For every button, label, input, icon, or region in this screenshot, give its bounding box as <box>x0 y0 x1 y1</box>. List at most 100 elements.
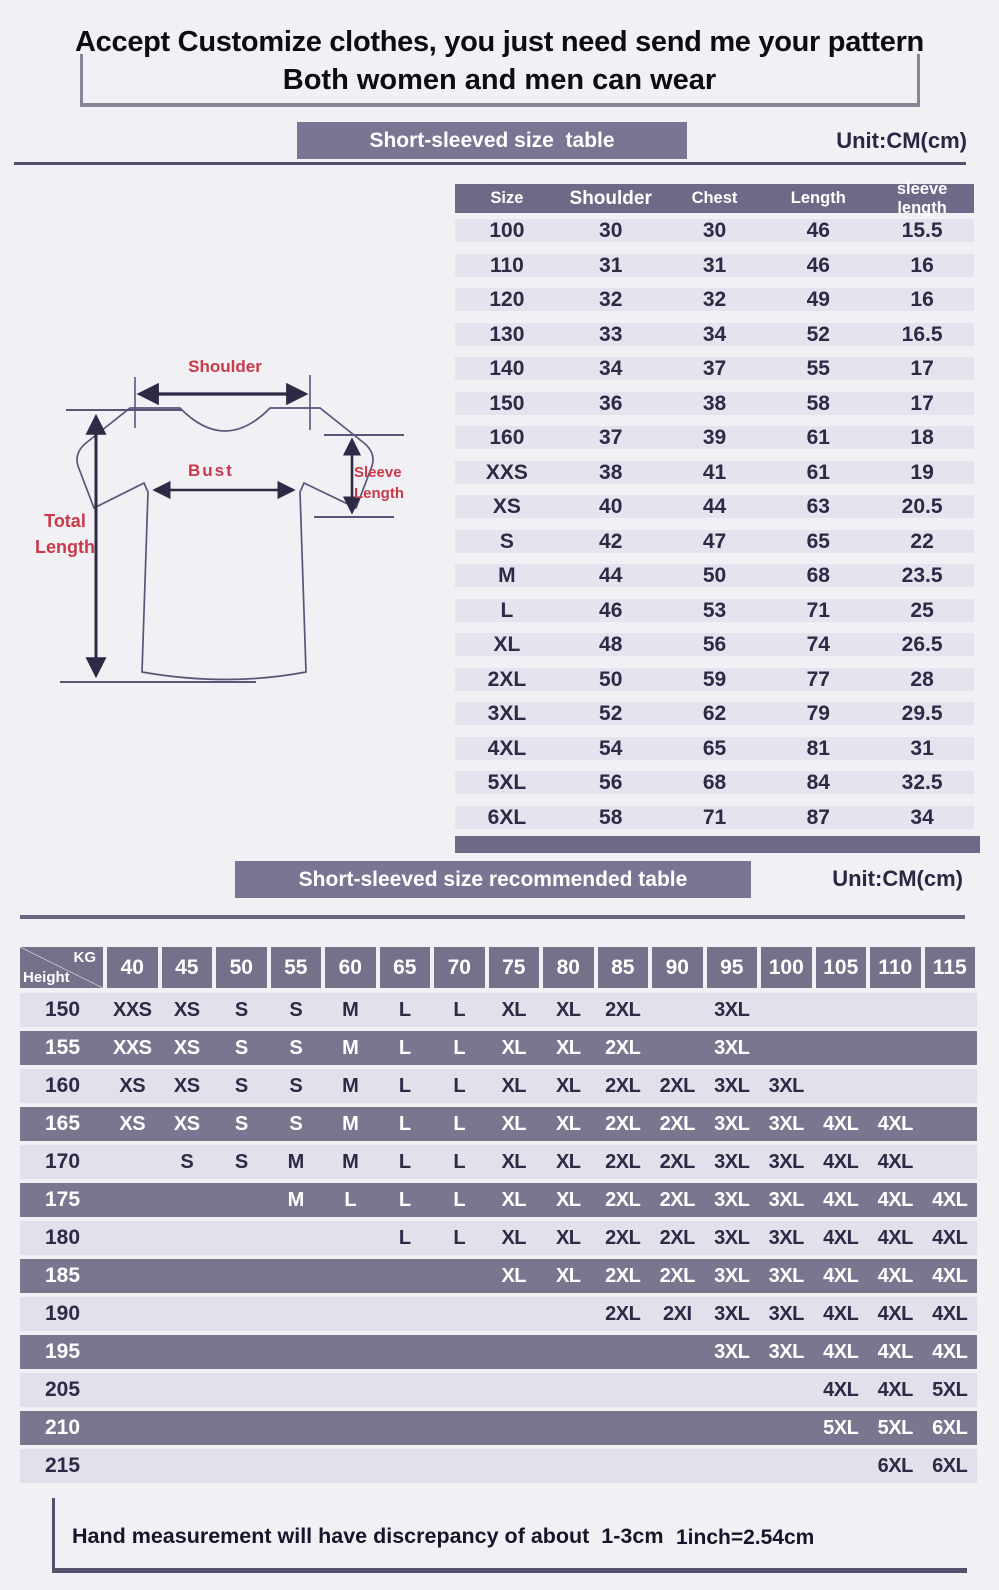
size-table-cell: 46 <box>599 598 623 622</box>
matrix-size-cell: 4XL <box>823 1340 859 1363</box>
size-table-cell: 33 <box>599 322 623 346</box>
matrix-size-cell: S <box>234 1074 248 1097</box>
size-table-cell: 54 <box>599 736 623 760</box>
matrix-row: 185 XL XL 2XL 2XL 3XL 3XL 4XL 4XL 4XL <box>20 1259 977 1293</box>
size-table-row: XL 48 56 74 26.5 <box>455 633 974 656</box>
size-table-cell: 38 <box>702 391 727 415</box>
matrix-size-cell: L <box>453 1226 466 1249</box>
matrix-size-cell <box>487 1373 542 1407</box>
matrix-size-cell <box>160 1449 215 1483</box>
size-table-cell: 38 <box>599 460 623 484</box>
matrix-size-cell: XS <box>173 1036 200 1059</box>
size-table-cell: 37 <box>599 426 623 449</box>
matrix-size-cell: 3XL <box>714 998 750 1021</box>
matrix-size-cell: XL <box>555 1188 581 1211</box>
matrix-size-cell: M <box>342 1112 359 1135</box>
size-table-cell: 25 <box>910 598 934 622</box>
matrix-size-cell: M <box>342 1036 359 1059</box>
size-table-cell: XXS <box>485 460 528 484</box>
matrix-size-cell <box>214 1411 269 1445</box>
matrix-size-cell: L <box>453 1150 466 1173</box>
matrix-weight-cell: 75 <box>488 947 539 988</box>
matrix-size-cell <box>432 1259 487 1293</box>
matrix-size-cell: 3XL <box>714 1112 750 1135</box>
matrix-size-cell: 4XL <box>932 1188 968 1211</box>
matrix-size-cell <box>596 1411 651 1445</box>
matrix-size-cell: 3XL <box>768 1302 805 1325</box>
size-table-row: 140 34 37 55 17 <box>455 357 974 380</box>
size-table-row: 3XL 52 62 79 29.5 <box>455 702 974 725</box>
matrix-size-cell <box>269 1411 324 1445</box>
matrix-size-cell <box>759 1031 814 1065</box>
matrix-size-cell <box>269 1221 324 1255</box>
size-table-header-cell: Shoulder <box>569 187 652 209</box>
size-table-cell: 34 <box>702 322 727 346</box>
matrix-size-cell <box>160 1183 215 1217</box>
size-table-cell: 46 <box>806 219 830 242</box>
matrix-size-cell <box>378 1297 433 1331</box>
size-table-cell: 31 <box>910 736 934 760</box>
matrix-size-cell: 2XL <box>605 1036 641 1059</box>
footer-note-border <box>52 1498 967 1573</box>
size-table-row: XS 40 44 63 20.5 <box>455 495 974 518</box>
matrix-size-cell: 3XL <box>714 1302 750 1325</box>
matrix-size-cell <box>650 1373 705 1407</box>
size-table-cell: 44 <box>702 495 727 518</box>
matrix-size-cell: 3XL <box>768 1226 805 1249</box>
matrix-size-cell <box>378 1335 433 1369</box>
matrix-size-cell: 4XL <box>932 1340 968 1363</box>
matrix-size-cell <box>105 1335 160 1369</box>
matrix-size-cell: 4XL <box>823 1302 859 1325</box>
matrix-size-cell: 4XL <box>823 1226 859 1249</box>
recommend-table-unit: Unit:CM(cm) <box>832 866 963 891</box>
matrix-size-cell: M <box>287 1188 305 1211</box>
matrix-row: 195 3XL 3XL 4XL 4XL 4XL <box>20 1335 977 1369</box>
matrix-weight-cell: 60 <box>325 947 376 988</box>
recommend-matrix: KG Height 40 45 50 55 60 65 70 75 80 85 90 95 100 105… <box>20 947 977 1483</box>
matrix-weight-cell: 110 <box>870 947 921 988</box>
size-table-header-cell: Chest <box>691 189 738 207</box>
matrix-row: 180 L L XL XL 2XL 2XL 3XL 3XL 4XL 4XL 4XL <box>20 1221 977 1255</box>
size-table-cell: 50 <box>702 564 727 587</box>
matrix-size-cell <box>541 1335 596 1369</box>
matrix-size-cell <box>269 1449 324 1483</box>
size-table-cell: 52 <box>599 702 623 725</box>
size-table-cell: 61 <box>806 460 830 484</box>
matrix-size-cell <box>487 1335 542 1369</box>
matrix-size-cell <box>160 1411 215 1445</box>
size-table-cell: 42 <box>599 529 623 553</box>
size-table-cell: 130 <box>489 322 525 346</box>
size-table-cell: 22 <box>910 529 934 553</box>
matrix-size-cell: 4XL <box>932 1264 968 1287</box>
matrix-size-cell: 4XL <box>877 1340 914 1363</box>
matrix-size-cell <box>432 1297 487 1331</box>
size-table-cell: 32.5 <box>901 771 943 794</box>
size-table-cell: 3XL <box>487 702 527 725</box>
matrix-weight-cell: 55 <box>270 947 321 988</box>
size-table-header-cell: Length <box>790 189 846 207</box>
sleeve-length-label: Sleeve Length <box>354 464 404 502</box>
matrix-size-cell: 4XL <box>877 1188 914 1211</box>
size-table-cell: 65 <box>702 736 727 760</box>
size-table-cell: 34 <box>910 805 934 829</box>
matrix-size-cell: 4XL <box>823 1378 859 1401</box>
matrix-size-cell: XL <box>555 1112 581 1135</box>
matrix-size-cell: S <box>180 1150 194 1173</box>
size-table-header: Size Shoulder Chest Length sleeve length <box>455 180 974 217</box>
size-table-cell: 17 <box>910 391 934 415</box>
size-table-cell: 37 <box>702 357 727 380</box>
matrix-weight-cell: 70 <box>434 947 485 988</box>
matrix-size-cell <box>105 1449 160 1483</box>
matrix-size-cell: S <box>289 1112 303 1135</box>
matrix-size-cell <box>105 1145 160 1179</box>
matrix-size-cell: L <box>453 998 466 1021</box>
matrix-size-cell: 6XL <box>932 1416 968 1439</box>
size-table-row: 110 31 31 46 16 <box>455 253 974 277</box>
section-divider <box>14 162 966 165</box>
matrix-size-cell: XS <box>173 1074 200 1097</box>
size-table-cell: 28 <box>910 667 934 691</box>
size-table-cell: 40 <box>599 495 623 518</box>
matrix-weight-cell: 95 <box>706 947 757 988</box>
matrix-size-cell: 4XL <box>932 1226 968 1249</box>
matrix-size-cell <box>705 1373 760 1407</box>
